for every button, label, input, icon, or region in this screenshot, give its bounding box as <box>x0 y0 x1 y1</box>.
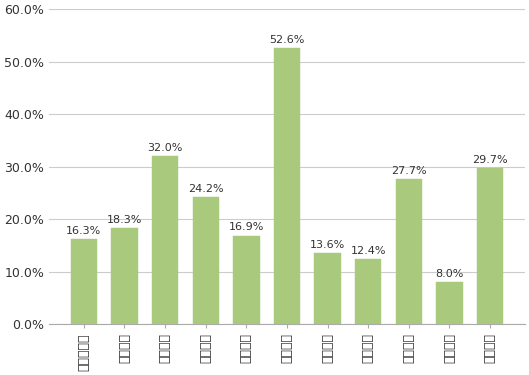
Bar <box>233 236 260 324</box>
Text: 29.7%: 29.7% <box>472 155 508 165</box>
Text: 18.3%: 18.3% <box>107 215 142 225</box>
Text: 32.0%: 32.0% <box>148 143 183 153</box>
Bar <box>273 48 300 324</box>
Text: 16.3%: 16.3% <box>66 225 102 236</box>
Text: 16.9%: 16.9% <box>229 222 264 232</box>
Text: 24.2%: 24.2% <box>188 184 224 194</box>
Text: 27.7%: 27.7% <box>391 166 426 176</box>
Text: 8.0%: 8.0% <box>435 269 463 279</box>
Bar <box>396 179 422 324</box>
Bar <box>477 168 503 324</box>
Text: 52.6%: 52.6% <box>269 35 305 45</box>
Text: 12.4%: 12.4% <box>350 246 386 256</box>
Bar <box>355 259 381 324</box>
Text: 13.6%: 13.6% <box>310 240 345 250</box>
Bar <box>152 156 178 324</box>
Bar <box>111 228 138 324</box>
Bar <box>71 239 97 324</box>
Bar <box>436 282 462 324</box>
Bar <box>193 197 219 324</box>
Bar <box>314 253 341 324</box>
